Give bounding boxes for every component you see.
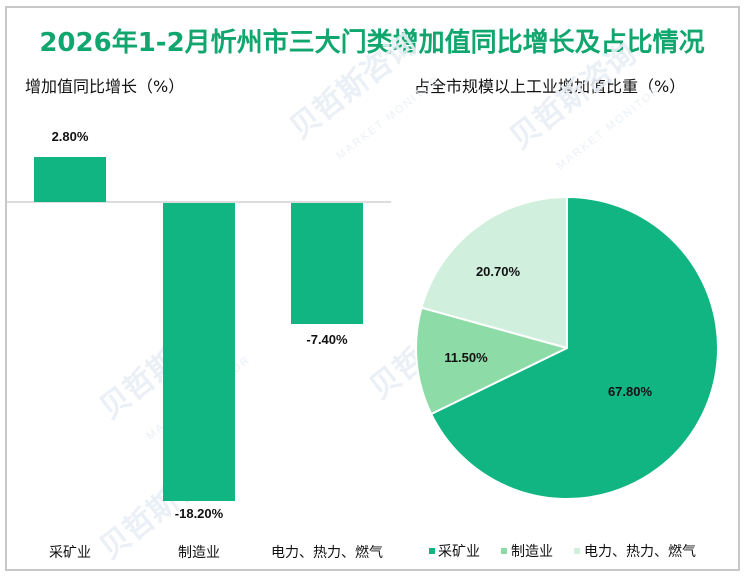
x-axis-label: 采矿业 xyxy=(49,545,91,561)
svg-text:贝哲斯咨询: 贝哲斯咨询 xyxy=(503,36,643,156)
legend-swatch-manufacturing xyxy=(501,548,507,554)
legend-label: 采矿业 xyxy=(438,544,480,560)
bar-chart-subtitle: 增加值同比增长（%） xyxy=(25,77,185,96)
bar-mining xyxy=(34,157,106,202)
pie-chart-subtitle: 占全市规模以上工业增加值比重（%） xyxy=(414,77,686,96)
legend-label: 电力、热力、燃气 xyxy=(584,543,696,560)
bar-utilities xyxy=(291,203,363,324)
bar-manufacturing xyxy=(163,203,235,501)
pie-value-label: 20.70% xyxy=(476,264,521,279)
pie-legend: 采矿业 制造业 电力、热力、燃气 xyxy=(429,543,696,560)
pie-slice-mining xyxy=(430,196,719,500)
pie-slice-manufacturing xyxy=(415,306,568,415)
pie-slice-utilities xyxy=(420,196,568,349)
legend-swatch-mining xyxy=(429,548,435,554)
pie-chart xyxy=(415,196,719,500)
bar-value-label: -18.20% xyxy=(175,506,224,521)
bar-value-label: 2.80% xyxy=(52,129,89,144)
legend-label: 制造业 xyxy=(511,544,553,560)
pie-value-label: 11.50% xyxy=(444,350,488,365)
x-axis-label: 制造业 xyxy=(178,545,220,561)
x-axis-label: 电力、热力、燃气 xyxy=(271,544,383,561)
pie-value-label: 67.80% xyxy=(608,384,653,399)
chart-title: 2026年1-2月忻州市三大门类增加值同比增长及占比情况 xyxy=(39,28,705,58)
bar-value-label: -7.40% xyxy=(306,332,348,347)
svg-text:贝哲斯咨询: 贝哲斯咨询 xyxy=(283,26,423,146)
legend-swatch-utilities xyxy=(574,548,580,554)
bar-chart: 2.80% -18.20% -7.40% 采矿业 制造业 电力、热力、燃气 xyxy=(7,129,391,561)
